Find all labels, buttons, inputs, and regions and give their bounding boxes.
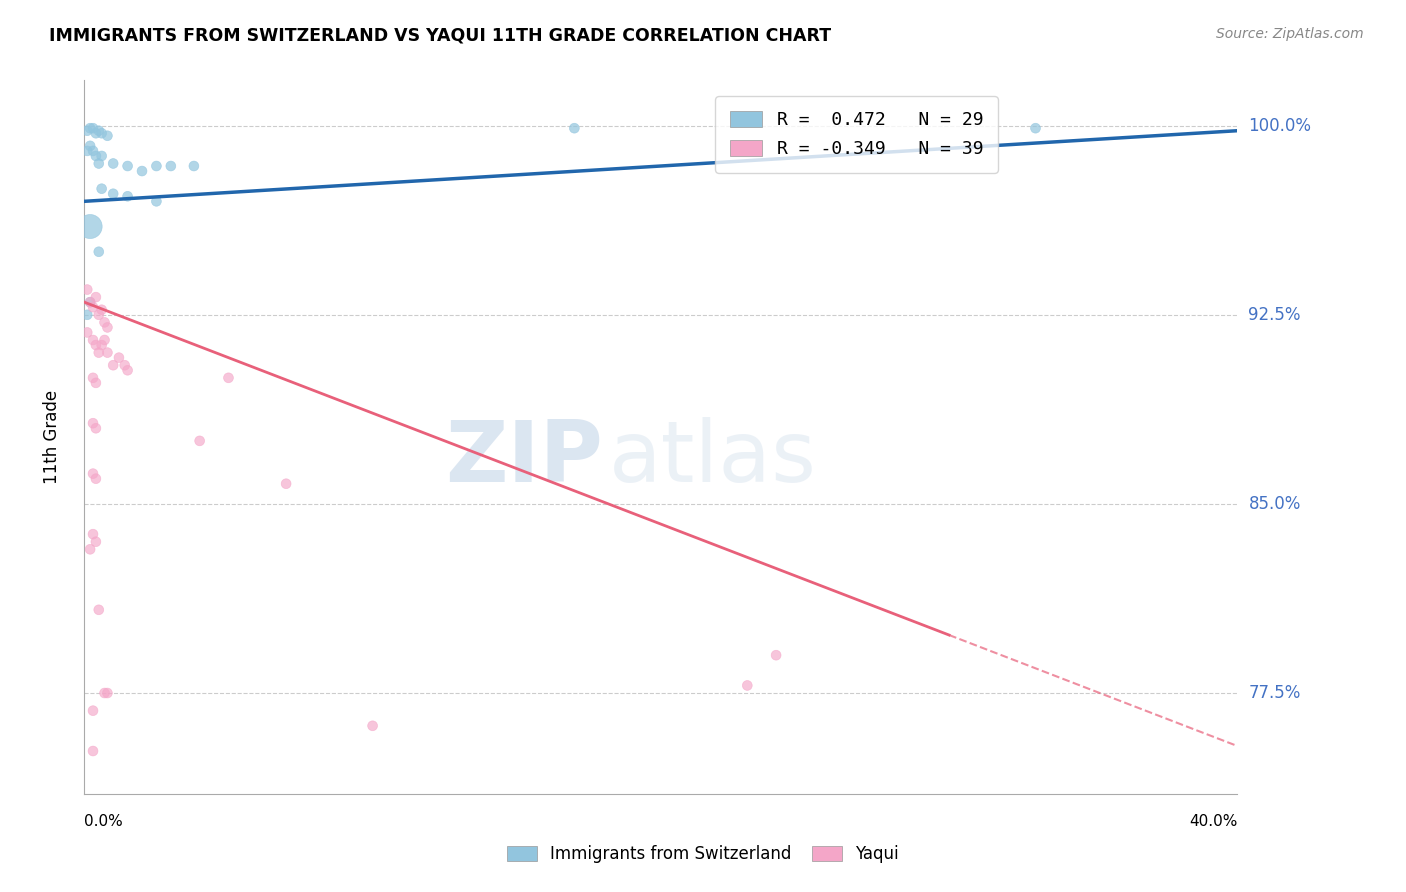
- Text: 77.5%: 77.5%: [1249, 684, 1301, 702]
- Point: [90, 182, 112, 196]
- Point: [90, 149, 112, 163]
- Point: [82, 527, 104, 541]
- Point: [79, 219, 101, 234]
- Point: [218, 371, 240, 385]
- Text: IMMIGRANTS FROM SWITZERLAND VS YAQUI 11TH GRADE CORRELATION CHART: IMMIGRANTS FROM SWITZERLAND VS YAQUI 11T…: [49, 27, 831, 45]
- Point: [82, 371, 104, 385]
- Point: [79, 138, 101, 153]
- Point: [93, 315, 115, 329]
- Point: [96, 128, 118, 143]
- Point: [82, 704, 104, 718]
- Point: [84, 338, 107, 352]
- Point: [117, 189, 139, 203]
- Point: [84, 376, 107, 390]
- Point: [103, 186, 124, 201]
- Text: 100.0%: 100.0%: [1249, 117, 1312, 135]
- Y-axis label: 11th Grade: 11th Grade: [42, 390, 60, 484]
- Point: [82, 467, 104, 481]
- Point: [82, 300, 104, 314]
- Point: [96, 345, 118, 359]
- Point: [103, 156, 124, 170]
- Point: [79, 295, 101, 310]
- Point: [564, 121, 586, 136]
- Point: [87, 308, 110, 322]
- Point: [84, 290, 107, 304]
- Text: ZIP: ZIP: [446, 417, 603, 500]
- Text: 0.0%: 0.0%: [84, 814, 124, 829]
- Point: [1025, 121, 1047, 136]
- Point: [87, 345, 110, 359]
- Legend: R =  0.472   N = 29, R = -0.349   N = 39: R = 0.472 N = 29, R = -0.349 N = 39: [716, 96, 998, 173]
- Point: [82, 333, 104, 347]
- Point: [90, 126, 112, 140]
- Text: 92.5%: 92.5%: [1249, 306, 1301, 324]
- Point: [93, 333, 115, 347]
- Point: [188, 434, 211, 448]
- Point: [76, 283, 98, 297]
- Point: [90, 338, 112, 352]
- Point: [737, 678, 759, 692]
- Point: [114, 358, 136, 372]
- Point: [96, 320, 118, 334]
- Point: [76, 326, 98, 340]
- Point: [117, 363, 139, 377]
- Point: [108, 351, 131, 365]
- Point: [76, 124, 98, 138]
- Point: [84, 126, 107, 140]
- Point: [90, 302, 112, 317]
- Point: [84, 149, 107, 163]
- Point: [82, 121, 104, 136]
- Point: [183, 159, 205, 173]
- Text: 85.0%: 85.0%: [1249, 495, 1301, 513]
- Point: [87, 124, 110, 138]
- Point: [131, 164, 153, 178]
- Point: [87, 603, 110, 617]
- Point: [87, 244, 110, 259]
- Point: [93, 686, 115, 700]
- Point: [145, 194, 167, 209]
- Point: [84, 534, 107, 549]
- Point: [76, 308, 98, 322]
- Point: [96, 686, 118, 700]
- Point: [84, 472, 107, 486]
- Legend: Immigrants from Switzerland, Yaqui: Immigrants from Switzerland, Yaqui: [495, 833, 911, 875]
- Point: [82, 744, 104, 758]
- Point: [160, 159, 183, 173]
- Point: [87, 156, 110, 170]
- Point: [79, 295, 101, 310]
- Point: [79, 121, 101, 136]
- Point: [79, 542, 101, 557]
- Point: [76, 144, 98, 158]
- Point: [84, 421, 107, 435]
- Point: [103, 358, 124, 372]
- Point: [145, 159, 167, 173]
- Point: [82, 416, 104, 430]
- Text: Source: ZipAtlas.com: Source: ZipAtlas.com: [1216, 27, 1364, 41]
- Text: 40.0%: 40.0%: [1189, 814, 1237, 829]
- Point: [276, 476, 298, 491]
- Point: [765, 648, 787, 663]
- Point: [117, 159, 139, 173]
- Point: [361, 719, 384, 733]
- Point: [82, 144, 104, 158]
- Text: atlas: atlas: [609, 417, 817, 500]
